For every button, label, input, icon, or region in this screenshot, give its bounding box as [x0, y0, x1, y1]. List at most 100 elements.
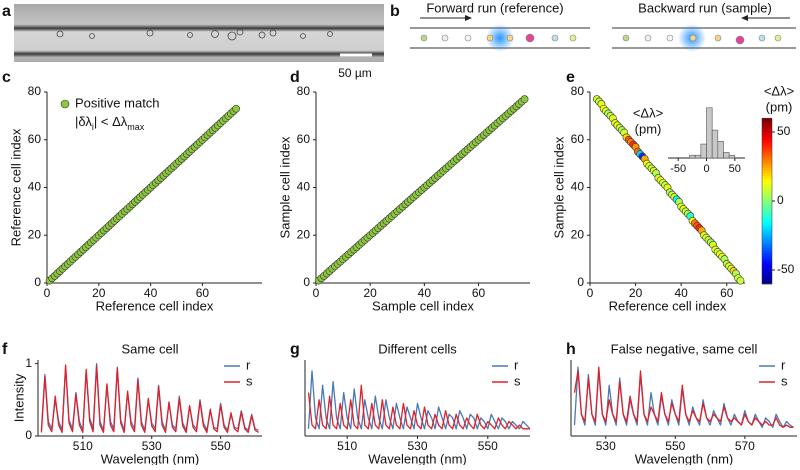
panel-label: e — [566, 69, 575, 86]
colorbar-segment — [762, 129, 772, 133]
legend-label: s — [246, 373, 253, 388]
colorbar-segment — [762, 261, 772, 265]
panel-label: a — [2, 3, 11, 20]
colorbar-segment — [762, 145, 772, 150]
x-tick-label: 60 — [720, 286, 734, 300]
colorbar-segment — [762, 181, 772, 185]
histogram-bar — [717, 140, 724, 159]
colorbar-label: (pm) — [766, 99, 793, 114]
colorbar-tick-label: 50 — [777, 124, 791, 138]
x-tick-label: -50 — [670, 163, 686, 175]
colorbar-segment — [762, 214, 772, 219]
inset-label: (pm) — [635, 121, 662, 136]
colorbar-segment — [762, 187, 772, 191]
colorbar-segment — [762, 184, 772, 188]
x-tick-label: 570 — [735, 439, 755, 453]
colorbar-segment — [762, 201, 772, 205]
spectrum-line — [307, 370, 531, 430]
panel-label: h — [566, 341, 576, 358]
y-tick-label: 80 — [297, 84, 311, 98]
colorbar-segment — [762, 270, 772, 274]
colorbar-segment — [762, 264, 772, 268]
colorbar-segment — [762, 126, 772, 130]
colorbar-segment — [762, 239, 772, 243]
colorbar-segment — [762, 245, 772, 249]
x-tick-label: 550 — [478, 439, 498, 453]
panel-label: b — [390, 3, 400, 20]
spectrum-line — [40, 364, 259, 434]
colorbar-segment — [762, 272, 772, 277]
colorbar-segment — [762, 154, 772, 158]
y-tick-label: 20 — [28, 227, 42, 241]
legend-marker — [60, 99, 70, 109]
colorbar-segment — [762, 170, 772, 174]
y-tick-label: 20 — [571, 227, 585, 241]
colorbar-segment — [762, 220, 772, 224]
annotation-part: i — [92, 122, 94, 132]
x-tick-label: 0 — [703, 163, 709, 175]
colorbar-segment — [762, 203, 772, 208]
colorbar-segment — [762, 123, 772, 127]
x-tick-label: 530 — [142, 439, 162, 453]
x-axis-label: Wavelength (nm) — [635, 451, 734, 465]
colorbar-segment — [762, 242, 772, 246]
y-tick-label: 80 — [28, 84, 42, 98]
annotation-part: max — [127, 122, 145, 132]
x-tick-label: 550 — [665, 439, 685, 453]
y-tick-label: 40 — [571, 180, 585, 194]
histogram-bar — [694, 154, 702, 159]
y-axis-label: Sample cell index — [277, 136, 292, 238]
colorbar-segment — [762, 223, 772, 227]
colorbar-segment — [762, 225, 772, 230]
x-tick-label: 40 — [144, 286, 158, 300]
histogram-bar — [711, 129, 719, 159]
colorbar-segment — [762, 148, 772, 152]
colorbar-segment — [762, 209, 772, 213]
x-tick-label: 0 — [313, 286, 320, 300]
colorbar-segment — [762, 151, 772, 155]
histogram-bar — [689, 154, 696, 159]
schematic-label: Backward run (sample) — [638, 0, 772, 15]
colorbar-segment — [762, 143, 772, 147]
y-tick-label: 40 — [297, 180, 311, 194]
colorbar-segment — [762, 250, 772, 254]
colorbar-segment — [762, 228, 772, 232]
x-tick-label: 530 — [596, 439, 616, 453]
legend-label: r — [514, 357, 519, 372]
y-tick-label: 20 — [297, 227, 311, 241]
legend-label: s — [514, 373, 521, 388]
colorbar-segment — [762, 267, 772, 271]
colorbar-segment — [762, 159, 772, 163]
panel-label: f — [2, 341, 8, 358]
annotation-part: | < Δλ — [94, 114, 128, 129]
y-tick-label: 60 — [571, 132, 585, 146]
inset-label: <Δλ> — [633, 105, 663, 120]
y-tick-label: 1 — [25, 356, 32, 370]
colorbar-segment — [762, 189, 772, 194]
x-tick-label: 40 — [674, 286, 688, 300]
colorbar-segment — [762, 192, 772, 196]
colorbar-segment — [762, 162, 772, 166]
y-tick-label: 0 — [25, 428, 32, 442]
legend-label: r — [246, 357, 251, 372]
data-point — [232, 104, 240, 113]
colorbar-segment — [762, 167, 772, 172]
colorbar-segment — [762, 120, 772, 125]
colorbar-segment — [762, 195, 772, 199]
colorbar-segment — [762, 178, 772, 183]
colorbar-segment — [762, 134, 772, 139]
x-tick-label: 530 — [407, 439, 427, 453]
histogram-bar — [706, 107, 713, 159]
colorbar-segment — [762, 198, 772, 202]
x-tick-label: 550 — [211, 439, 231, 453]
colorbar-segment — [762, 275, 772, 279]
legend-label: s — [781, 373, 788, 388]
colorbar-segment — [762, 176, 772, 180]
y-tick-label: 40 — [28, 180, 42, 194]
panel-label: c — [2, 69, 11, 86]
legend-label: r — [781, 357, 786, 372]
data-point — [520, 95, 529, 104]
micrograph — [14, 4, 384, 62]
schematic — [410, 15, 796, 52]
